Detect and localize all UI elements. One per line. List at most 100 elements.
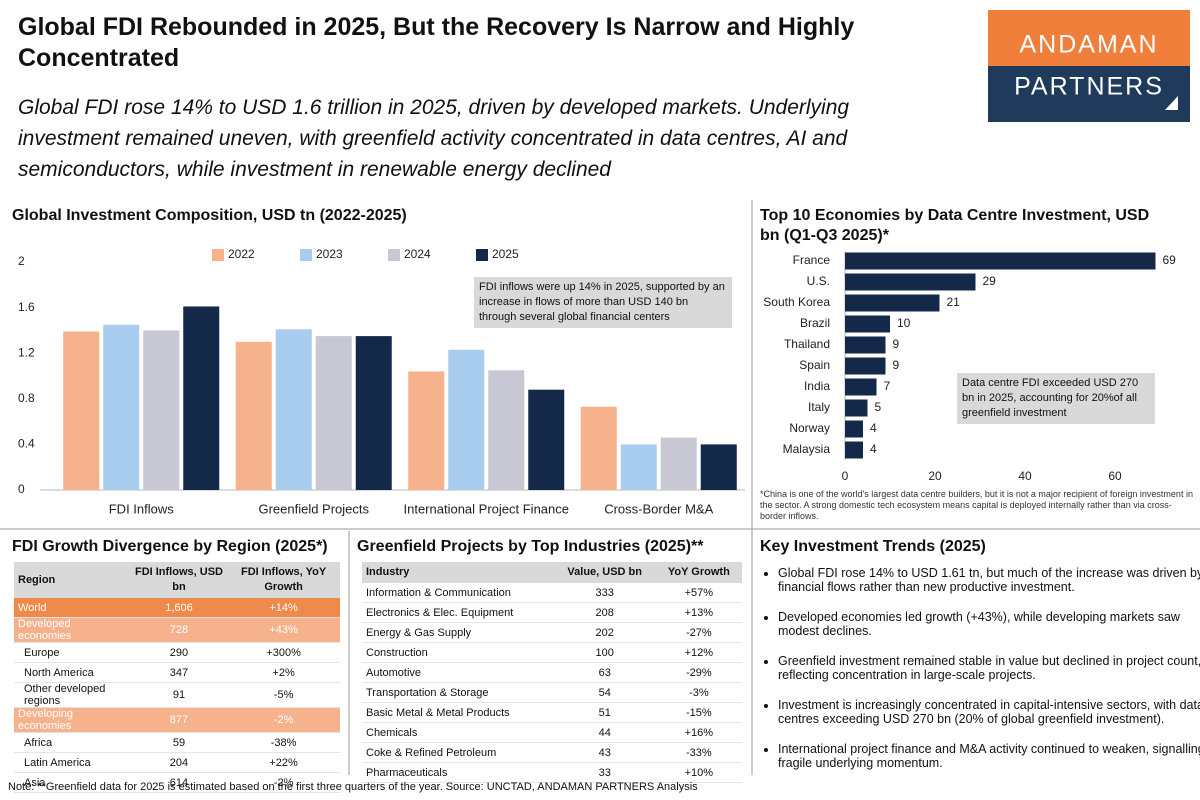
value-label: 4	[870, 442, 877, 456]
table-cell: Developed economies	[14, 617, 131, 643]
table-cell: -27%	[655, 622, 742, 643]
logo-text: ANDAMAN	[1019, 31, 1158, 59]
bar	[660, 437, 697, 490]
table-row: Basic Metal & Metal Products 51 -15%	[362, 702, 742, 723]
table-title: Greenfield Projects by Top Industries (2…	[357, 538, 704, 555]
table-cell: -29%	[655, 662, 742, 683]
bar	[143, 330, 180, 490]
table-cell: Energy & Gas Supply	[362, 622, 554, 643]
annotation: Data centre FDI exceeded USD 270 bn in 2…	[957, 373, 1155, 424]
trend-item: Greenfield investment remained stable in…	[778, 654, 1200, 682]
table-cell: -33%	[655, 742, 742, 763]
table-cell: Pharmaceuticals	[362, 762, 554, 783]
trend-item: Global FDI rose 14% to USD 1.61 tn, but …	[778, 566, 1200, 594]
footnote: *China is one of the world's largest dat…	[760, 489, 1193, 521]
logo-mark	[1165, 96, 1178, 110]
table-cell: 290	[130, 642, 228, 663]
bar	[845, 378, 877, 396]
table-cell: -2%	[227, 772, 340, 793]
logo-bottom	[988, 66, 1190, 122]
y-tick-label: France	[793, 253, 831, 267]
bar	[235, 341, 272, 490]
y-tick-label: 2	[18, 254, 25, 268]
value-label: 9	[893, 337, 900, 351]
legend-label: 2024	[404, 247, 431, 261]
y-tick-label: Spain	[799, 358, 830, 372]
bar	[620, 444, 657, 490]
value-label: 10	[897, 316, 911, 330]
table-cell: +2%	[227, 662, 340, 683]
table-row: Chemicals 44 +16%	[362, 722, 742, 743]
value-label: 9	[893, 358, 900, 372]
chart-title: Global Investment Composition, USD tn (2…	[12, 207, 407, 224]
table-cell: 100	[553, 642, 656, 663]
bar	[845, 399, 868, 417]
legend-label: 2022	[228, 247, 255, 261]
note: Note: **Greenfield data for 2025 is esti…	[8, 781, 698, 793]
y-tick-label: 1.6	[18, 300, 35, 314]
table-row: Electronics & Elec. Equipment 208 +13%	[362, 602, 742, 623]
table-cell: Automotive	[362, 662, 554, 683]
trend-item: Developed economies led growth (+43%), w…	[778, 610, 1200, 638]
table-cell: Information & Communication	[362, 583, 554, 603]
table-cell: Construction	[362, 642, 554, 663]
legend-swatch	[476, 249, 488, 261]
table-row: Coke & Refined Petroleum 43 -33%	[362, 742, 742, 763]
value-label: 69	[1163, 253, 1177, 267]
header-row: Industry Value, USD bn YoY Growth	[362, 562, 742, 583]
legend-swatch	[300, 249, 312, 261]
bar	[448, 349, 485, 490]
table-row: Latin America 204 +22%	[14, 752, 340, 773]
y-tick-label: Thailand	[784, 337, 830, 351]
y-tick-label: 0.4	[18, 437, 35, 451]
table-row: Africa 59 -38%	[14, 732, 340, 753]
column-header: Industry	[362, 562, 554, 583]
logo-text: PARTNERS	[1014, 73, 1164, 101]
x-tick-label: Cross-Border M&A	[604, 501, 713, 516]
trend-item: International project finance and M&A ac…	[778, 742, 1200, 770]
y-tick-label: Italy	[808, 400, 830, 414]
y-tick-label: India	[804, 379, 830, 393]
bar	[845, 294, 940, 312]
value-label: 7	[884, 379, 891, 393]
bar	[528, 389, 565, 490]
bar	[845, 252, 1156, 270]
trend-item: Investment is increasingly concentrated …	[778, 698, 1200, 726]
table-cell: Latin America	[14, 752, 131, 773]
table-cell: +57%	[655, 583, 742, 603]
table-cell: -38%	[227, 732, 340, 753]
column-header: FDI Inflows, USD bn	[130, 562, 228, 598]
table-cell: 51	[553, 702, 656, 723]
column-header: Region	[14, 562, 131, 598]
table-row: Transportation & Storage 54 -3%	[362, 682, 742, 703]
bar	[275, 329, 312, 490]
table-row: Energy & Gas Supply 202 -27%	[362, 622, 742, 643]
y-tick-label: 0	[18, 482, 25, 496]
table-cell: -2%	[227, 707, 340, 733]
value-label: 21	[947, 295, 961, 309]
table-cell: 33	[553, 762, 656, 783]
legend-swatch	[388, 249, 400, 261]
table-cell: +43%	[227, 617, 340, 643]
annotation: FDI inflows were up 14% in 2025, support…	[474, 277, 732, 328]
table-cell: Asia	[14, 772, 131, 793]
table-cell: Electronics & Elec. Equipment	[362, 602, 554, 623]
table-cell: +12%	[655, 642, 742, 663]
table-row: Developed economies 728 +43%	[14, 617, 340, 643]
bar	[845, 315, 890, 333]
y-tick-label: Norway	[789, 421, 830, 435]
bar	[408, 371, 445, 490]
value-label: 4	[870, 421, 877, 435]
x-tick-label: FDI Inflows	[109, 501, 175, 516]
x-tick-label: 40	[1018, 469, 1032, 483]
table-cell: 91	[130, 682, 228, 708]
y-tick-label: South Korea	[763, 295, 830, 309]
x-tick-label: 60	[1108, 469, 1122, 483]
bar	[845, 441, 863, 459]
trends-title: Key Investment Trends (2025)	[760, 538, 986, 555]
column-header: Value, USD bn	[553, 562, 656, 583]
table-cell: +14%	[227, 598, 340, 618]
table-cell: 44	[553, 722, 656, 743]
table-cell: 202	[553, 622, 656, 643]
bar	[700, 444, 737, 490]
